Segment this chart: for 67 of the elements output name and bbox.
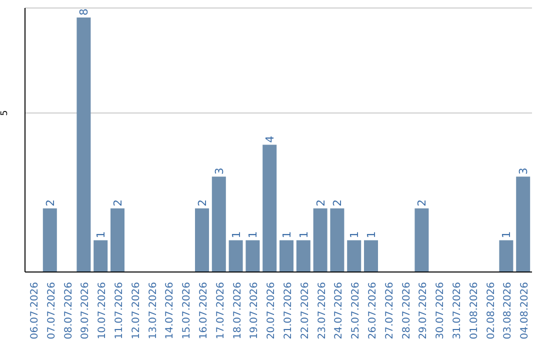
data-label: 1 [94, 231, 108, 238]
bar [195, 208, 209, 272]
x-tick-label: 02.08.2026 [486, 282, 497, 340]
y-tick-label: 5 [0, 110, 10, 116]
bar [110, 208, 124, 272]
data-label: 1 [365, 231, 378, 238]
x-tick-label: 25.07.2026 [350, 282, 362, 340]
x-tick-label: 14.07.2026 [164, 282, 176, 340]
bar [364, 240, 378, 272]
x-tick-label: 18.07.2026 [232, 282, 244, 340]
bar [313, 208, 328, 272]
bar [94, 240, 108, 272]
x-tick-label: 13.07.2026 [148, 282, 159, 340]
bar [228, 240, 243, 272]
x-tick-label: 11.07.2026 [114, 282, 125, 340]
x-tick-label: 20.07.2026 [266, 282, 278, 340]
x-tick-label: 15.07.2026 [182, 282, 193, 340]
bar [262, 144, 277, 272]
x-tick-label: 08.07.2026 [63, 282, 74, 340]
x-tick-label: 21.07.2026 [282, 282, 294, 340]
data-label: 3 [517, 168, 530, 175]
data-label: 2 [314, 199, 328, 206]
bar [330, 208, 344, 272]
data-label: 1 [246, 231, 260, 238]
bar [516, 176, 530, 272]
data-label: 1 [297, 231, 310, 238]
x-tick-label: 09.07.2026 [80, 282, 92, 340]
bar [280, 240, 294, 272]
data-label: 8 [78, 8, 91, 16]
data-label: 2 [196, 199, 209, 206]
bar [42, 208, 57, 272]
x-tick-label: 06.07.2026 [29, 282, 40, 340]
x-tick-label: 29.07.2026 [418, 282, 430, 340]
x-tick-label: 01.08.2026 [468, 282, 480, 340]
x-tick-label: 27.07.2026 [384, 282, 396, 340]
data-label: 1 [230, 231, 243, 238]
x-tick-label: 22.07.2026 [300, 282, 311, 340]
bar [296, 240, 310, 272]
x-tick-label: 28.07.2026 [401, 282, 412, 340]
data-label: 2 [44, 199, 57, 206]
bar [212, 176, 226, 272]
data-label: 3 [212, 168, 226, 175]
x-tick-label: 03.08.2026 [502, 282, 514, 340]
data-label: 2 [416, 199, 429, 206]
bar [347, 240, 362, 272]
data-label: 4 [264, 136, 277, 143]
x-tick-label: 19.07.2026 [249, 282, 260, 340]
x-tick-label: 07.07.2026 [46, 282, 58, 340]
x-tick-label: 16.07.2026 [198, 282, 210, 340]
x-tick-label: 12.07.2026 [130, 282, 142, 340]
data-label: 2 [331, 199, 344, 206]
data-label: 1 [500, 231, 514, 238]
data-label: 1 [348, 231, 362, 238]
x-tick-label: 10.07.2026 [97, 282, 108, 340]
data-label: 1 [280, 231, 294, 238]
bar [414, 208, 429, 272]
x-tick-label: 23.07.2026 [316, 282, 328, 340]
x-tick-label: 24.07.2026 [334, 282, 345, 340]
x-tick-label: 30.07.2026 [435, 282, 446, 340]
bar [499, 240, 514, 272]
data-label: 2 [112, 199, 124, 206]
x-tick-label: 04.08.2026 [520, 282, 531, 340]
x-tick-label: 26.07.2026 [367, 282, 378, 340]
x-tick-label: 31.07.2026 [452, 282, 463, 340]
bar [246, 240, 260, 272]
x-tick-label: 17.07.2026 [215, 282, 226, 340]
bar [76, 18, 91, 272]
